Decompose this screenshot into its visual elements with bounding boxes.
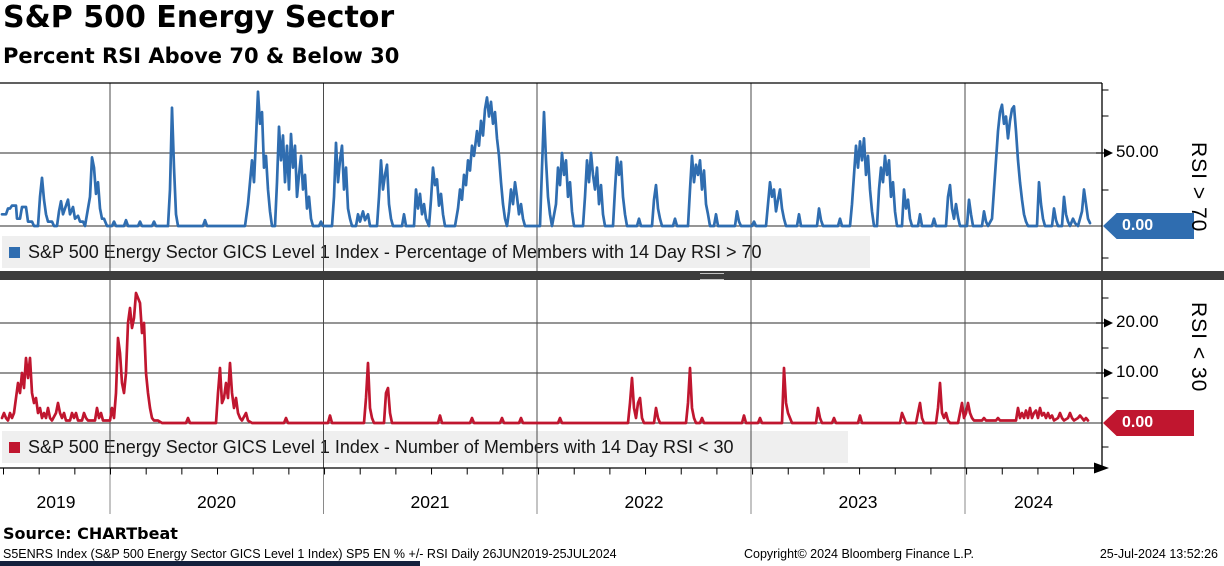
year-label-2024: 2024	[1014, 492, 1053, 512]
axis-title-rsi-below-30: RSI < 30	[1187, 302, 1210, 393]
year-label-2020: 2020	[197, 492, 236, 512]
legend-label-rsi-above-70: S&P 500 Energy Sector GICS Level 1 Index…	[28, 241, 762, 262]
year-label-2022: 2022	[625, 492, 664, 512]
series-line-rsi-above-70	[0, 90, 1092, 228]
ytick-label-50: 50.00	[1116, 142, 1159, 161]
series-line-rsi-below-30	[0, 291, 1090, 425]
last-value-badge-bottom: 0.00	[1103, 410, 1194, 436]
source-label: Source: CHARTbeat	[3, 524, 178, 543]
axis-title-rsi-above-70: RSI > 70	[1187, 142, 1210, 233]
bottom-window-edge	[0, 561, 420, 566]
ytick-label-10: 10.00	[1116, 362, 1159, 381]
copyright-text: Copyright© 2024 Bloomberg Finance L.P.	[744, 547, 974, 561]
legend-marker-blue	[9, 246, 20, 258]
year-label-2023: 2023	[839, 492, 878, 512]
page-title: S&P 500 Energy Sector	[3, 0, 395, 35]
last-value-badge-top: 0.00	[1103, 213, 1194, 239]
page-subtitle: Percent RSI Above 70 & Below 30	[3, 44, 400, 68]
security-detail-text: S5ENRS Index (S&P 500 Energy Sector GICS…	[3, 547, 617, 561]
legend-marker-red	[9, 441, 20, 453]
legend-label-rsi-below-30: S&P 500 Energy Sector GICS Level 1 Index…	[28, 436, 734, 457]
panel-divider	[0, 271, 1224, 280]
timestamp-text: 25-Jul-2024 13:52:26	[1099, 547, 1218, 561]
panel-splitter-grip[interactable]	[700, 273, 724, 280]
legend-strip-top: S&P 500 Energy Sector GICS Level 1 Index…	[2, 236, 870, 268]
year-label-2019: 2019	[37, 492, 76, 512]
ytick-label-20: 20.00	[1116, 312, 1159, 331]
year-label-2021: 2021	[411, 492, 450, 512]
legend-strip-bottom: S&P 500 Energy Sector GICS Level 1 Index…	[2, 431, 848, 463]
